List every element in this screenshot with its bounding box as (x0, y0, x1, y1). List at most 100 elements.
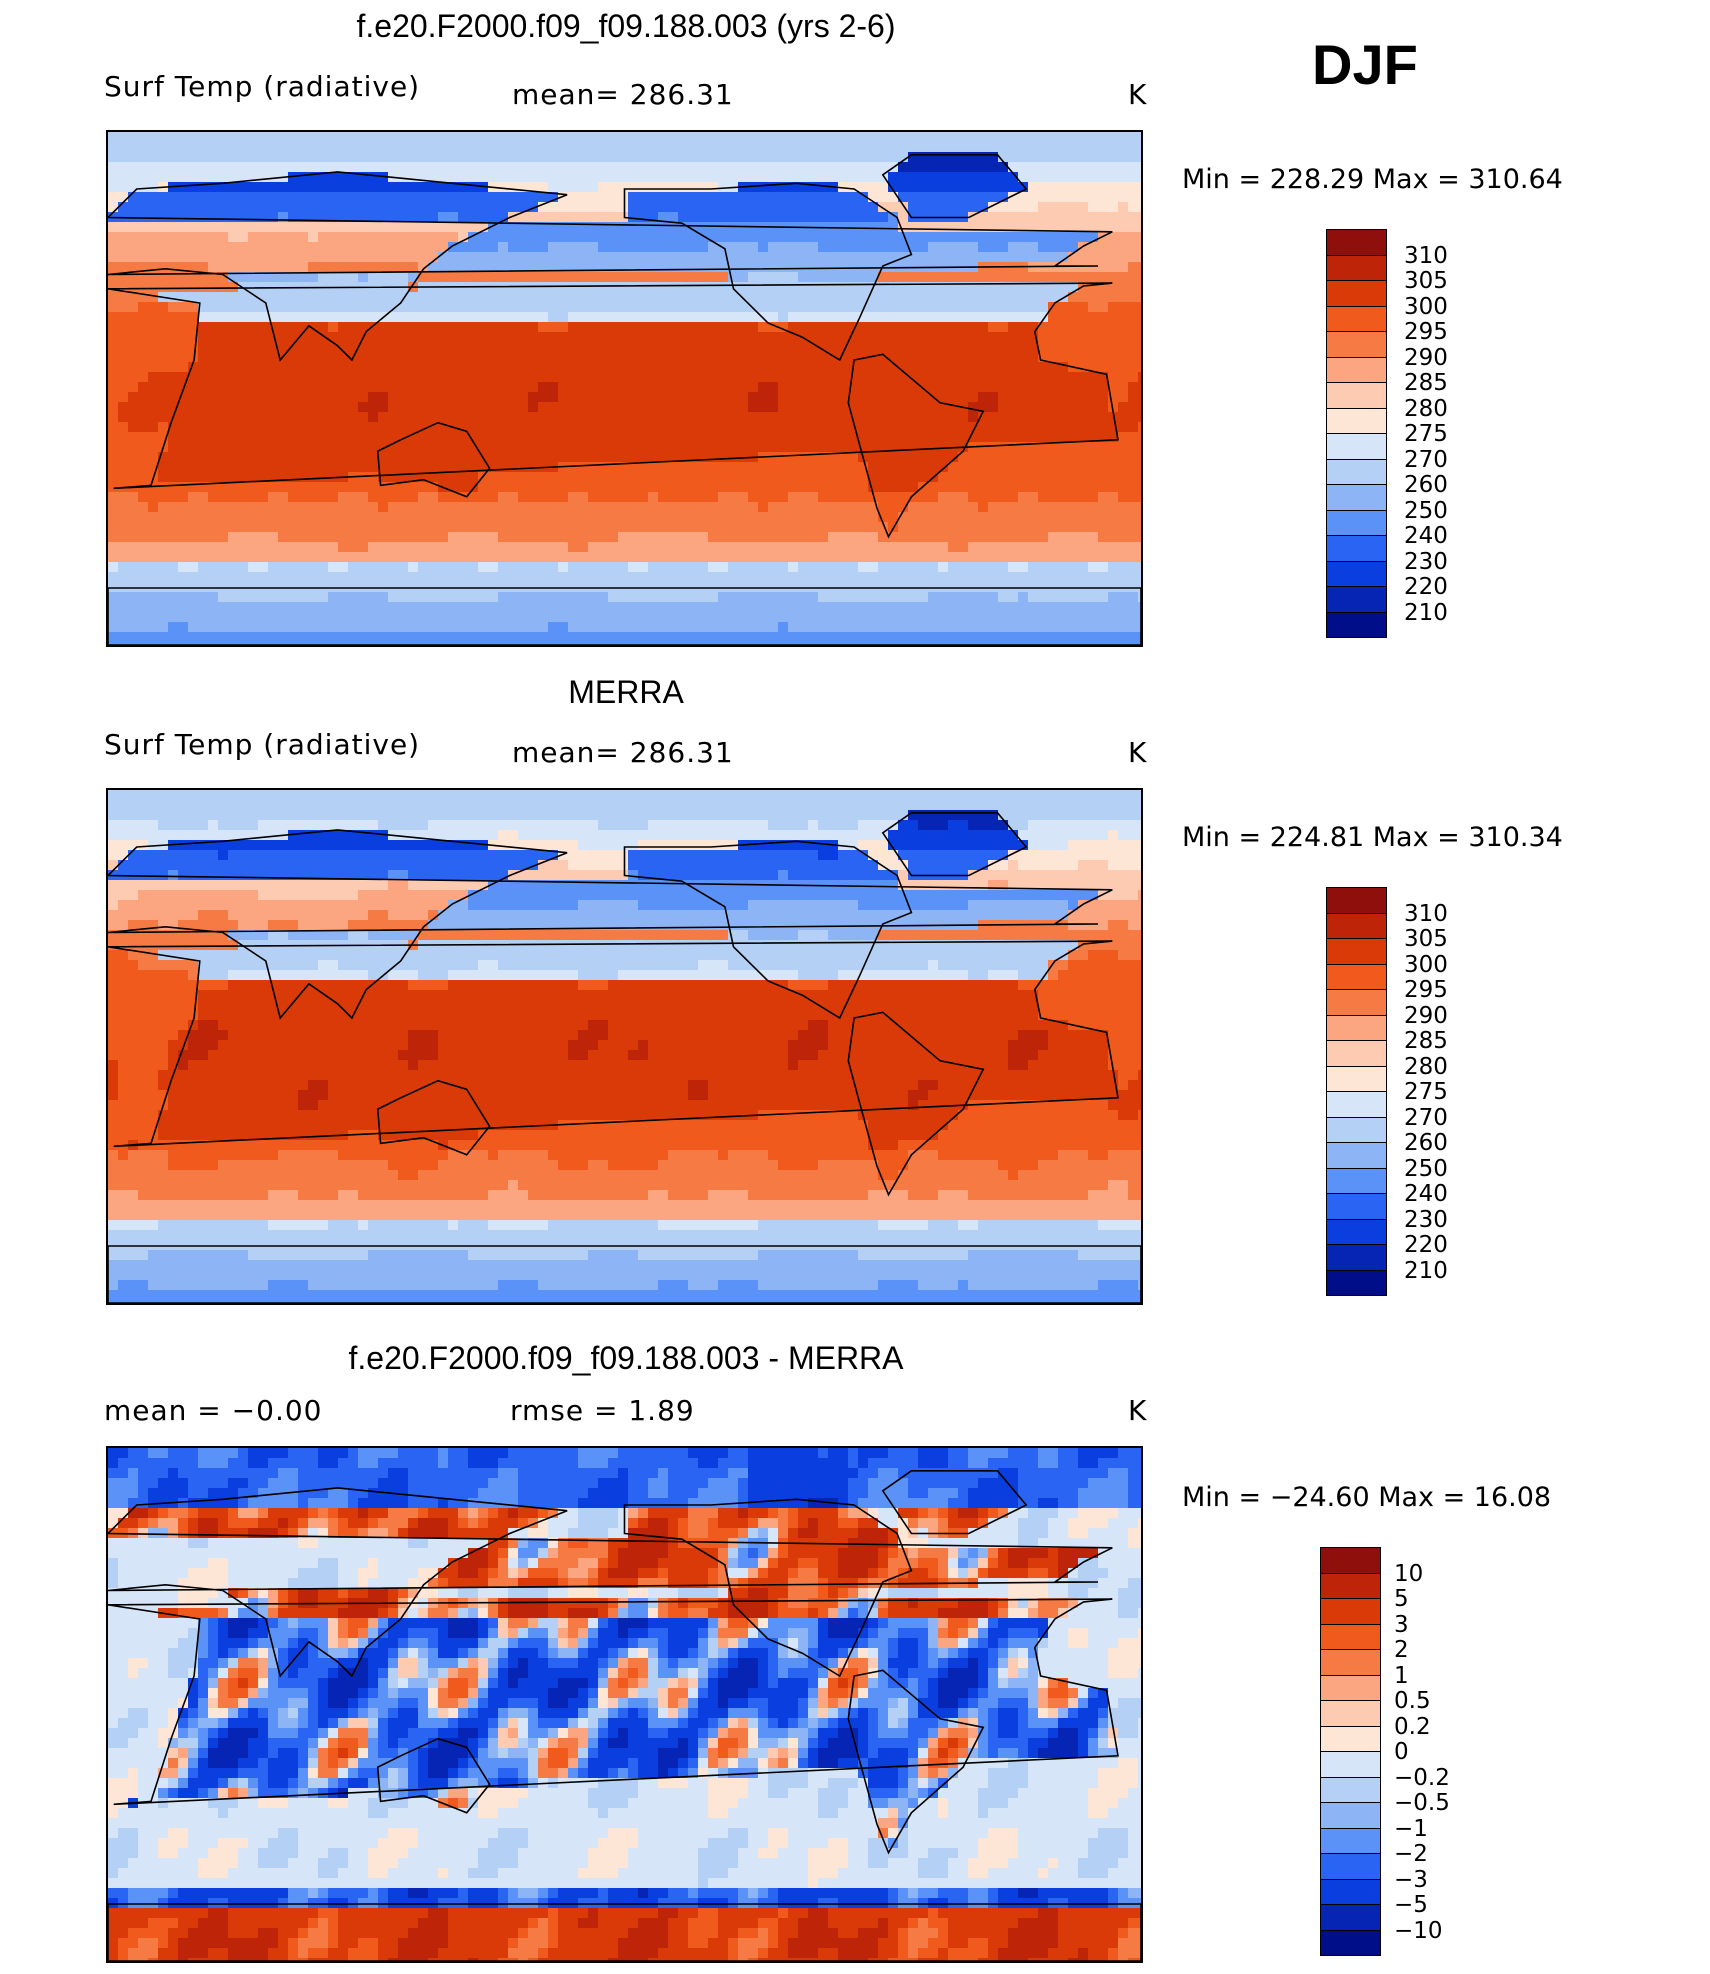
field-cell (888, 242, 899, 253)
field-cell (798, 422, 809, 433)
field-cell (628, 542, 639, 553)
field-cell (138, 432, 149, 443)
field-cell (718, 372, 729, 383)
field-cell (458, 222, 469, 233)
field-cell (838, 392, 849, 403)
field-cell (1058, 472, 1069, 483)
field-cell (688, 292, 699, 303)
field-cell (238, 512, 249, 523)
field-cell (658, 222, 669, 233)
field-cell (1018, 432, 1029, 443)
field-cell (1088, 342, 1099, 353)
field-cell (728, 192, 739, 203)
field-cell (908, 222, 919, 233)
field-cell (268, 442, 279, 453)
field-cell (458, 182, 469, 193)
field-cell (398, 222, 409, 233)
field-cell (468, 562, 479, 573)
field-cell (888, 592, 899, 603)
field-cell (838, 442, 849, 453)
field-cell (158, 272, 169, 283)
field-cell (108, 612, 119, 623)
field-cell (688, 512, 699, 523)
field-cell (308, 392, 319, 403)
field-cell (1028, 292, 1039, 303)
field-cell (768, 302, 779, 313)
field-cell (838, 382, 849, 393)
field-cell (378, 382, 389, 393)
field-cell (668, 502, 679, 513)
field-cell (178, 182, 189, 193)
field-cell (408, 562, 419, 573)
field-cell (178, 602, 189, 613)
field-cell (768, 142, 779, 153)
field-cell (518, 232, 529, 243)
field-cell (618, 292, 629, 303)
field-cell (1028, 412, 1039, 423)
field-cell (758, 272, 769, 283)
field-cell (408, 292, 419, 303)
field-cell (148, 312, 159, 323)
field-cell (278, 602, 289, 613)
field-cell (1098, 172, 1109, 183)
field-cell (978, 462, 989, 473)
field-cell (878, 192, 889, 203)
field-cell (418, 382, 429, 393)
field-cell (128, 602, 139, 613)
field-cell (298, 602, 309, 613)
field-cell (998, 272, 1009, 283)
field-cell (1128, 142, 1139, 153)
field-cell (1078, 432, 1089, 443)
field-cell (1058, 502, 1069, 513)
field-cell (738, 472, 749, 483)
field-cell (598, 272, 609, 283)
field-cell (348, 132, 359, 143)
field-cell (1078, 342, 1089, 353)
field-cell (828, 522, 839, 533)
field-cell (128, 562, 139, 573)
field-cell (908, 552, 919, 563)
field-cell (438, 572, 449, 583)
field-cell (248, 432, 259, 443)
field-cell (508, 332, 519, 343)
field-cell (468, 422, 479, 433)
field-cell (1058, 542, 1069, 553)
field-cell (828, 172, 839, 183)
field-cell (448, 602, 459, 613)
field-cell (998, 452, 1009, 463)
field-cell (228, 372, 239, 383)
field-cell (568, 542, 579, 553)
field-cell (308, 572, 319, 583)
field-cell (848, 212, 859, 223)
field-cell (748, 442, 759, 453)
field-cell (168, 402, 179, 413)
field-cell (748, 472, 759, 483)
field-cell (1068, 392, 1079, 403)
field-cell (1028, 542, 1039, 553)
field-cell (158, 232, 169, 243)
field-cell (858, 402, 869, 413)
field-cell (438, 442, 449, 453)
field-cell (338, 412, 349, 423)
field-cell (938, 472, 949, 483)
field-cell (568, 382, 579, 393)
field-cell (948, 402, 959, 413)
field-cell (808, 562, 819, 573)
field-cell (488, 392, 499, 403)
field-cell (968, 592, 979, 603)
field-cell (278, 272, 289, 283)
field-cell (358, 402, 369, 413)
field-cell (918, 222, 929, 233)
field-cell (178, 342, 189, 353)
field-cell (258, 502, 269, 513)
field-cell (308, 262, 319, 273)
field-cell (878, 382, 889, 393)
field-cell (858, 252, 869, 263)
field-cell (598, 592, 609, 603)
field-cell (718, 152, 729, 163)
field-cell (808, 332, 819, 343)
field-cell (1018, 242, 1029, 253)
field-cell (878, 372, 889, 383)
field-cell (218, 172, 229, 183)
field-cell (448, 132, 459, 143)
